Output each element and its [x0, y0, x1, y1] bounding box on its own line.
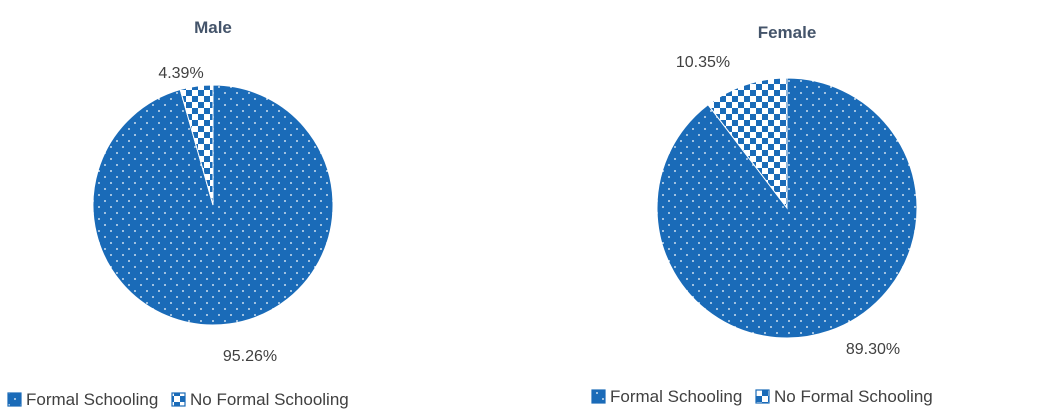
legend-label: Formal Schooling: [26, 390, 158, 409]
legend-swatch: [755, 389, 770, 404]
pie-chart-male: Male 95.26% 4.39% Formal Schooling No Formal…: [7, 18, 349, 409]
legend: Formal Schooling No Formal Schooling: [7, 390, 349, 409]
data-label: 95.26%: [223, 348, 277, 365]
legend-swatch: [171, 392, 186, 407]
chart-title: Female: [758, 23, 817, 42]
pie-slice-no-formal-schooling: [179, 84, 214, 206]
legend-label: No Formal Schooling: [774, 387, 933, 406]
legend: Formal Schooling No Formal Schooling: [591, 387, 933, 406]
legend-label: Formal Schooling: [610, 387, 742, 406]
legend-swatch: [591, 389, 606, 404]
data-label: 89.30%: [846, 341, 900, 358]
data-label: 4.39%: [158, 65, 203, 82]
legend-label: No Formal Schooling: [190, 390, 349, 409]
data-label: 10.35%: [676, 54, 730, 71]
pie-slice-no-formal-schooling: [707, 77, 788, 210]
legend-swatch: [7, 392, 22, 407]
chart-title: Male: [194, 18, 232, 37]
pie-chart-female: Female 89.30% 10.35% Formal Schooling No For…: [591, 23, 933, 406]
